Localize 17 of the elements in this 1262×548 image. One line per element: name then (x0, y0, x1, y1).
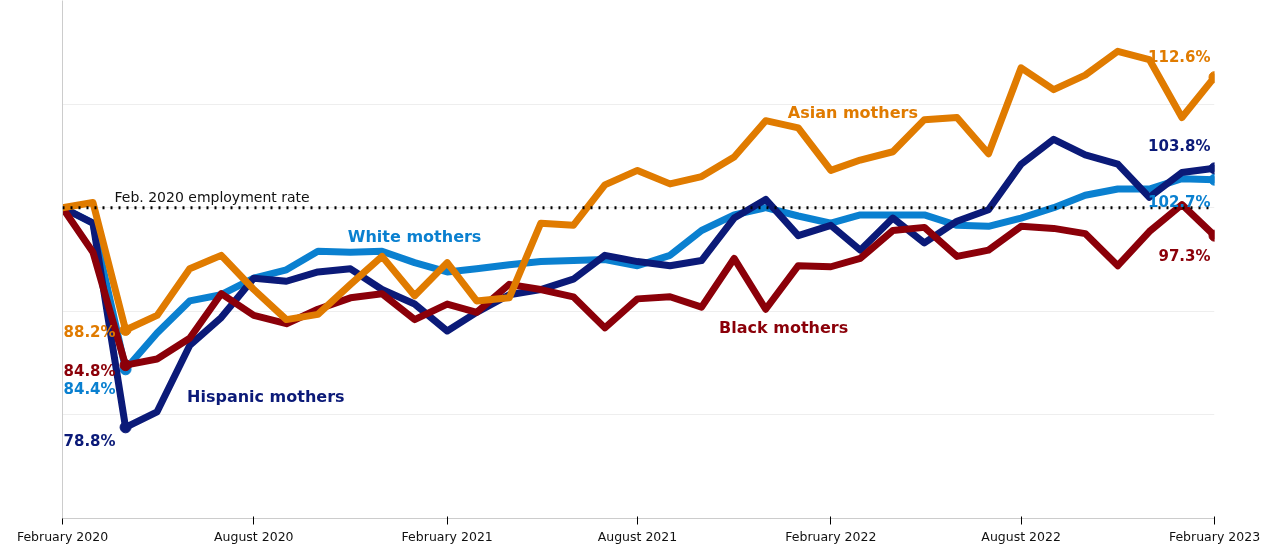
series-label: Hispanic mothers (187, 386, 345, 406)
x-tick-label: August 2020 (214, 528, 294, 544)
x-tick-label: August 2021 (597, 528, 678, 544)
data-label: 112.6% (1148, 48, 1211, 67)
data-label: 84.4% (63, 380, 116, 399)
x-tick-label: August 2022 (981, 528, 1061, 544)
x-tick-label: February 2023 (1168, 528, 1261, 544)
data-label: 97.3% (1158, 246, 1211, 265)
data-label: 103.8% (1148, 137, 1211, 156)
x-tick-label: February 2022 (785, 528, 877, 544)
data-label: 78.8% (63, 432, 116, 451)
series-label: White mothers (347, 227, 482, 247)
x-tick-label: February 2021 (401, 528, 493, 544)
ref-line-label: Feb. 2020 employment rate (114, 188, 310, 205)
x-tick-label: February 2020 (16, 528, 109, 544)
series-label: Asian mothers (787, 102, 918, 122)
series-label: Black mothers (719, 317, 849, 337)
